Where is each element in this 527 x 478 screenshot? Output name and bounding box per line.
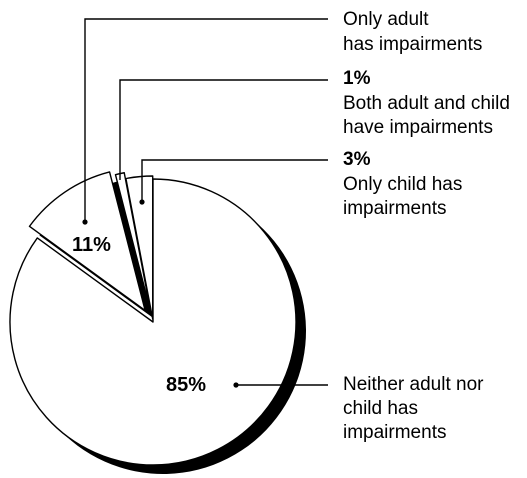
label-only-child-line2: impairments [343, 198, 446, 219]
pct-label-neither: 85% [166, 374, 206, 396]
label-neither-line1: Neither adult nor [343, 374, 484, 395]
label-only-child-line1: Only child has [343, 174, 462, 195]
label-neither-line3: impairments [343, 422, 446, 443]
leader-line-both [119, 79, 328, 180]
pct-label-only-adult: 11% [72, 234, 111, 256]
label-only-adult-line1: Only adult [343, 9, 429, 30]
leader-dot-only-adult [82, 219, 88, 225]
label-neither-line2: child has [343, 398, 418, 419]
leader-line-only-adult [84, 18, 328, 222]
pie-slice-only-adult [28, 171, 146, 312]
leader-dot-only-child [139, 199, 145, 205]
pct-label-only-child: 3% [343, 149, 371, 170]
pie-slice-neither [9, 178, 297, 466]
leader-dot-neither [233, 382, 239, 388]
leader-line-only-child [141, 159, 328, 202]
pct-label-both: 1% [343, 68, 371, 89]
leader-lines [82, 18, 328, 388]
label-only-adult-line2: has impairments [343, 34, 482, 55]
label-both-line1: Both adult and child [343, 93, 510, 114]
pie-slices [9, 171, 297, 466]
labels: 11% 85% Only adult has impairments 1% Bo… [72, 9, 510, 443]
label-both-line2: have impairments [343, 117, 493, 138]
